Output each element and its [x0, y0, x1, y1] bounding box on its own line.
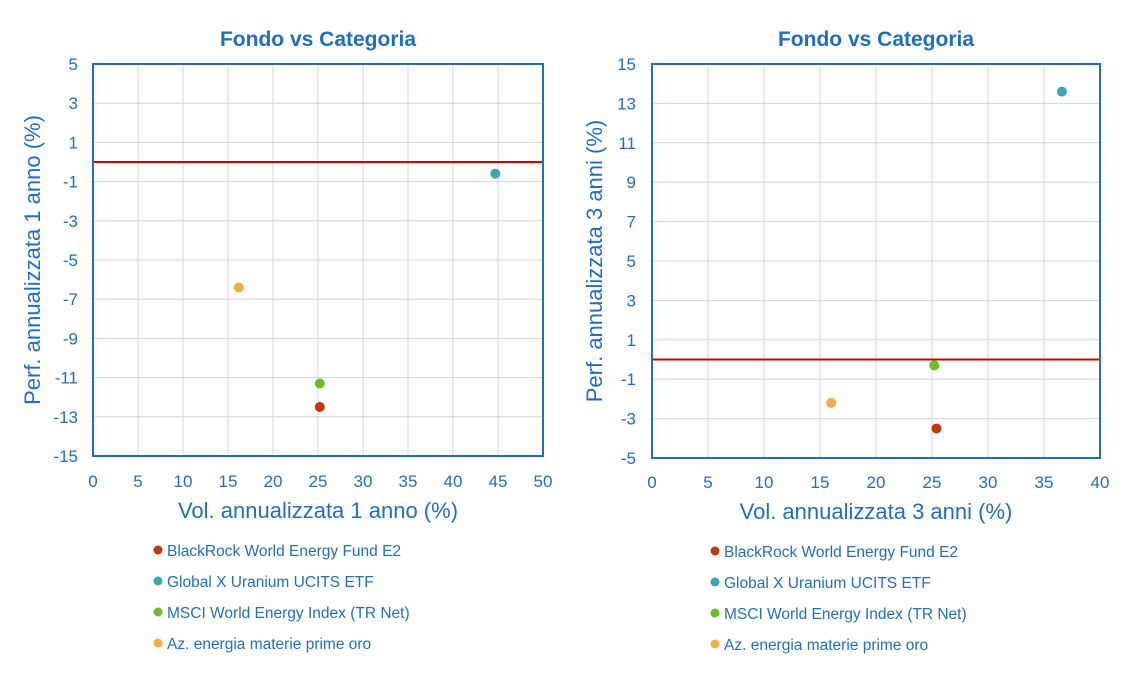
data-point — [929, 360, 940, 371]
x-axis-label: Vol. annualizzata 1 anno (%) — [178, 498, 458, 523]
legend-marker — [153, 638, 163, 648]
y-tick-label: 3 — [627, 291, 636, 310]
x-tick-label: 30 — [354, 472, 373, 491]
x-tick-label: 10 — [174, 472, 193, 491]
plot-area-frame — [651, 63, 1101, 459]
y-tick-label: -5 — [63, 251, 78, 270]
y-tick-label: 1 — [69, 133, 78, 152]
legend-marker — [710, 608, 720, 618]
y-tick-label: -13 — [53, 408, 78, 427]
y-tick-label: 7 — [627, 213, 636, 232]
y-tick-label: -3 — [621, 410, 636, 429]
legend-label: BlackRock World Energy Fund E2 — [167, 543, 401, 560]
x-tick-label: 35 — [1035, 473, 1054, 492]
legend-label: Az. energia materie prime oro — [167, 636, 371, 653]
legend-label: Global X Uranium UCITS ETF — [167, 574, 374, 591]
data-point — [1056, 86, 1067, 97]
x-tick-label: 45 — [489, 472, 508, 491]
y-tick-label: 15 — [617, 55, 636, 74]
legend-label: MSCI World Energy Index (TR Net) — [167, 605, 410, 622]
legend-marker — [710, 577, 720, 587]
x-tick-label: 50 — [534, 472, 553, 491]
legend-label: BlackRock World Energy Fund E2 — [724, 544, 958, 561]
x-tick-label: 20 — [867, 473, 886, 492]
x-tick-label: 40 — [1091, 473, 1110, 492]
legend-marker — [710, 639, 720, 649]
x-tick-label: 40 — [444, 472, 463, 491]
chart-title: Fondo vs Categoria — [778, 28, 974, 51]
x-tick-label: 15 — [811, 473, 830, 492]
legend-marker — [153, 576, 163, 586]
legend-label: MSCI World Energy Index (TR Net) — [724, 606, 967, 623]
data-point — [490, 168, 501, 179]
x-tick-label: 5 — [133, 472, 142, 491]
y-tick-label: -5 — [621, 449, 636, 468]
data-point — [826, 397, 837, 408]
x-tick-label: 10 — [755, 473, 774, 492]
y-tick-label: 5 — [627, 252, 636, 271]
x-axis-label: Vol. annualizzata 3 anni (%) — [740, 499, 1013, 524]
y-tick-label: 9 — [627, 173, 636, 192]
x-tick-label: 25 — [923, 473, 942, 492]
y-tick-label: 3 — [69, 94, 78, 113]
plot-area-frame — [92, 63, 544, 457]
y-tick-label: 13 — [617, 94, 636, 113]
legend-label: Global X Uranium UCITS ETF — [724, 575, 931, 592]
x-tick-label: 30 — [979, 473, 998, 492]
y-tick-label: 1 — [627, 331, 636, 350]
x-tick-label: 20 — [264, 472, 283, 491]
x-tick-label: 5 — [703, 473, 712, 492]
legend-marker — [153, 545, 163, 555]
y-axis-label: Perf. annualizzata 1 anno (%) — [20, 115, 45, 405]
y-axis-label: Perf. annualizzata 3 anni (%) — [582, 120, 607, 403]
x-tick-label: 0 — [647, 473, 656, 492]
legend-marker — [710, 546, 720, 556]
y-tick-label: -9 — [63, 329, 78, 348]
y-tick-label: -1 — [621, 370, 636, 389]
y-tick-label: -3 — [63, 212, 78, 231]
data-point — [314, 402, 325, 412]
x-tick-label: 15 — [219, 472, 238, 491]
y-tick-label: -15 — [53, 447, 78, 466]
chart-title: Fondo vs Categoria — [220, 28, 416, 51]
x-tick-label: 25 — [309, 472, 328, 491]
legend-label: Az. energia materie prime oro — [724, 637, 928, 654]
data-point — [931, 423, 942, 434]
y-tick-label: -11 — [55, 369, 78, 388]
legend-marker — [153, 607, 163, 617]
y-tick-label: -1 — [63, 173, 78, 192]
y-tick-label: 5 — [69, 55, 78, 74]
x-tick-label: 0 — [88, 472, 97, 491]
data-point — [314, 378, 325, 389]
y-tick-label: -7 — [63, 290, 78, 309]
y-tick-label: 11 — [618, 134, 636, 153]
data-point — [233, 282, 244, 293]
x-tick-label: 35 — [399, 472, 418, 491]
